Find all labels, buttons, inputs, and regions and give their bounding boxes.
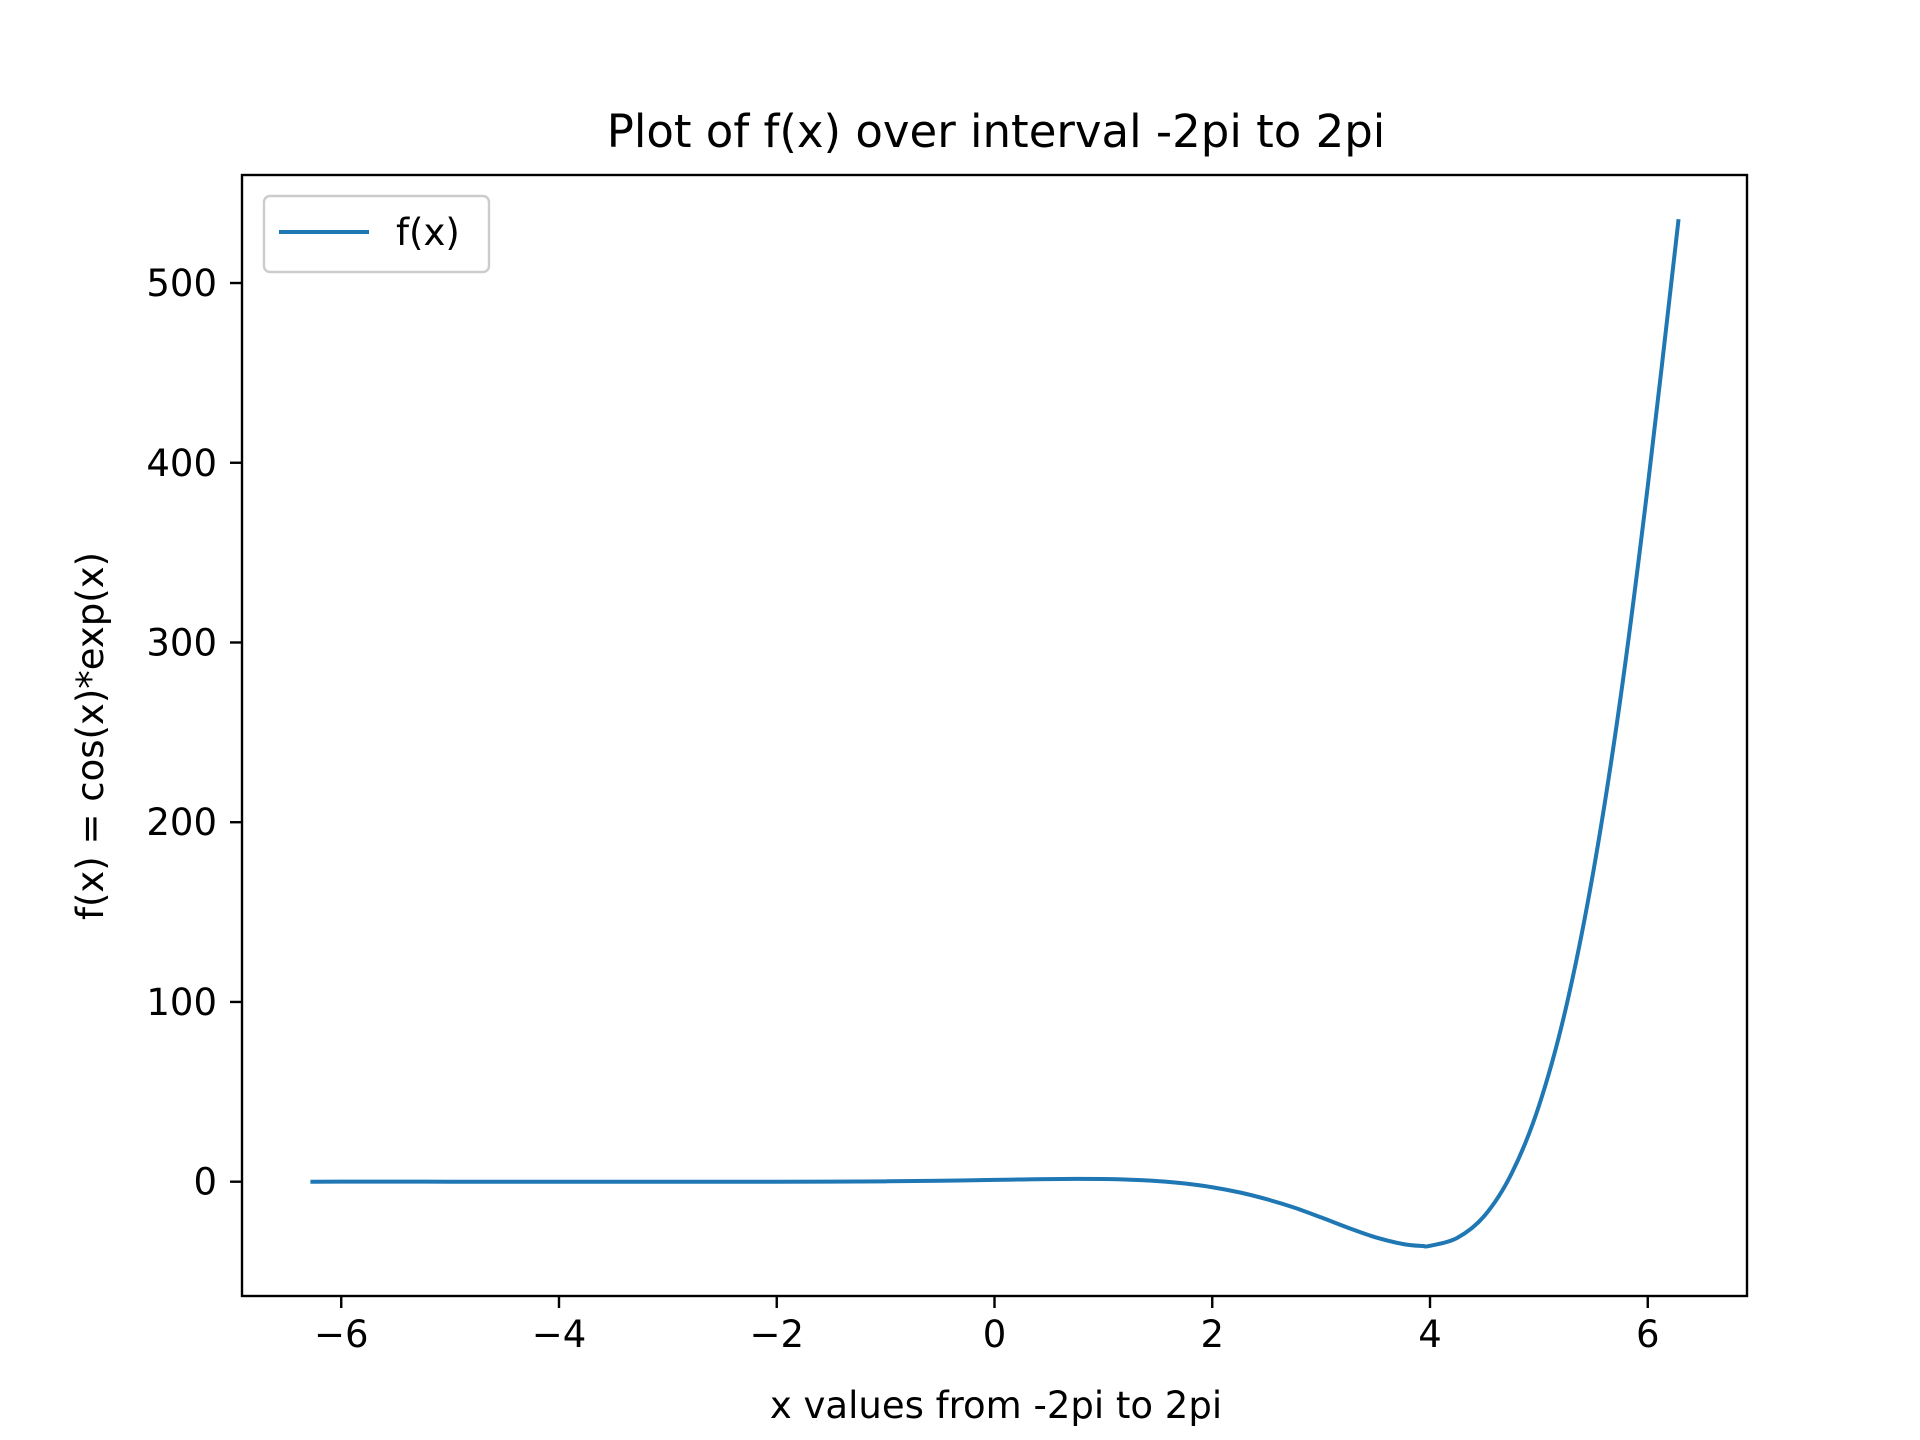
x-tick-label: 4 [1418,1313,1442,1356]
y-tick-label: 300 [146,621,217,664]
x-tick-label: −2 [749,1313,804,1356]
legend-label-f-x: f(x) [396,211,460,254]
x-axis: −6 −4 −2 0 2 4 6 [314,1296,1660,1356]
x-tick-label: −6 [314,1313,369,1356]
y-tick-label: 200 [146,801,217,844]
legend: f(x) [262,194,491,274]
y-tick-label: 400 [146,442,217,485]
chart-title: Plot of f(x) over interval -2pi to 2pi [607,105,1386,158]
y-axis-title: f(x) = cos(x)*exp(x) [69,552,112,920]
x-tick-label: −4 [532,1313,587,1356]
x-tick-label: 2 [1200,1313,1224,1356]
plot-area [242,175,1747,1296]
plot-frame [240,173,1749,1298]
y-tick-label: 0 [193,1161,217,1204]
legend-frame [262,194,491,274]
y-tick-label: 100 [146,981,217,1024]
series-line-f-x [310,218,1681,1249]
x-tick-label: 0 [983,1313,1007,1356]
y-axis: 0 100 200 300 400 500 [146,262,242,1204]
x-tick-label: 6 [1636,1313,1660,1356]
y-tick-label: 500 [146,262,217,305]
x-axis-title: x values from -2pi to 2pi [770,1384,1222,1427]
